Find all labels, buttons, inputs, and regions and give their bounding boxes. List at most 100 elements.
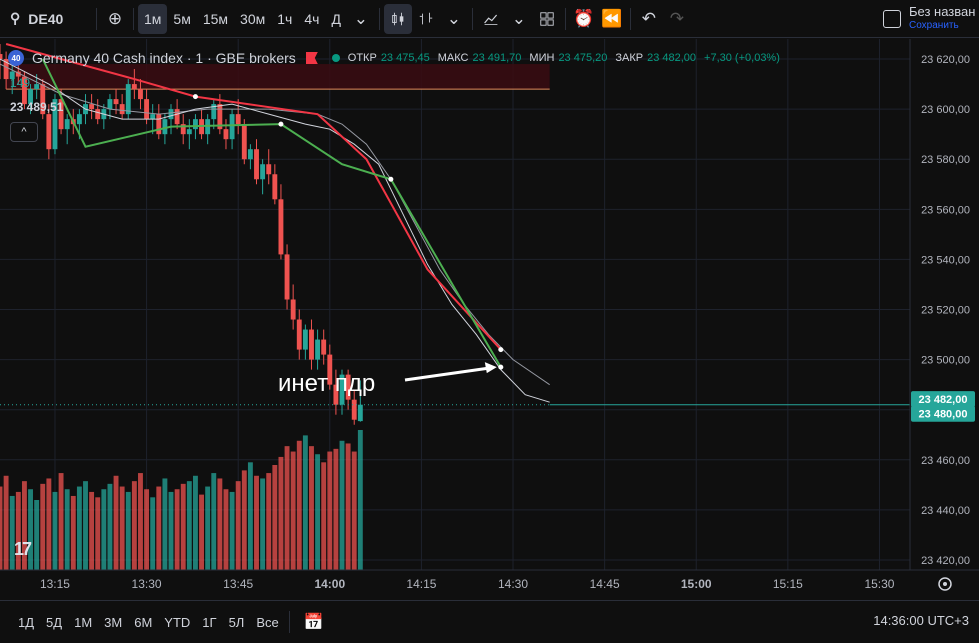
divider <box>564 7 566 30</box>
layout-name[interactable]: Без назван Сохранить <box>909 5 979 33</box>
candle-body <box>125 84 131 115</box>
swing-point <box>498 347 504 353</box>
redo-button[interactable]: ↷ <box>663 4 691 34</box>
toolbar-right: Без назван Сохранить <box>883 0 979 38</box>
add-symbol-button[interactable]: ⊕ <box>101 4 129 34</box>
interval-dropdown-button[interactable]: ⌄ <box>347 4 375 34</box>
change-value: +7,30 (+0,03%) <box>704 52 780 64</box>
range-5d[interactable]: 5Д <box>46 614 63 630</box>
low-value: 23 475,20 <box>558 52 608 64</box>
candle-body <box>76 114 82 125</box>
candle-body <box>144 99 150 120</box>
sma-slow-line <box>0 63 550 386</box>
volume-bar <box>70 495 76 570</box>
replay-button[interactable]: ⏪ <box>598 4 626 34</box>
candle-body <box>278 199 284 255</box>
chart-annotation-text[interactable]: инет пдр <box>278 370 376 397</box>
volume-bar <box>58 473 64 570</box>
volume-bar <box>174 489 180 570</box>
swing-point <box>388 176 394 182</box>
alarm-clock-icon: ⏰ <box>573 8 595 28</box>
volume-bar <box>131 481 137 570</box>
undo-button[interactable]: ↶ <box>635 4 663 34</box>
resistance-zone <box>6 64 550 90</box>
candle-body <box>229 114 235 140</box>
candle-body <box>40 84 46 115</box>
candle-body <box>119 104 125 115</box>
range-ytd[interactable]: YTD <box>164 614 191 630</box>
interval-5m[interactable]: 5м <box>173 10 191 27</box>
last-price-tag-bg <box>911 391 975 408</box>
divider <box>96 7 97 30</box>
range-all[interactable]: Все <box>256 614 279 630</box>
redo-icon: ↷ <box>669 8 685 28</box>
volume-bar <box>34 500 40 570</box>
interval-4h[interactable]: 4ч <box>304 10 320 27</box>
candle-body <box>3 59 9 80</box>
alert-button[interactable]: ⏰ <box>570 4 598 34</box>
volume-bar <box>83 481 88 570</box>
candle-body <box>284 254 290 300</box>
range-1m[interactable]: 1М <box>74 614 93 630</box>
time-tick-label: 15:30 <box>864 577 894 591</box>
range-6m[interactable]: 6М <box>134 614 153 630</box>
candles-chart-type-button[interactable] <box>383 3 412 34</box>
volume-bar <box>95 497 101 570</box>
indicators-dropdown-button[interactable]: ⌄ <box>505 4 533 34</box>
volume-bar <box>339 440 345 570</box>
volume-bar <box>278 456 284 570</box>
indicators-icon <box>484 14 498 25</box>
volume-bar <box>223 489 229 570</box>
volume-bar <box>333 448 339 570</box>
volume-bar <box>296 440 302 570</box>
interval-1d[interactable]: Д <box>331 10 341 27</box>
top-toolbar: ⚲ DE40 ⊕ 1м 5м 15м 30м 1ч 4ч Д ⌄ ⌄ ⌄ <box>0 0 979 38</box>
date-range-button[interactable]: 📅 <box>294 612 334 632</box>
interval-15m[interactable]: 15м <box>202 10 229 27</box>
collapse-legend-button[interactable]: ^ <box>10 122 38 142</box>
range-3m[interactable]: 3М <box>104 614 123 630</box>
settings-icon[interactable] <box>938 577 952 591</box>
volume-bar <box>205 486 211 570</box>
price-chart[interactable]: 23 620,00 23 600,00 23 580,00 23 560,00 23 5… <box>0 0 979 600</box>
trend-drawings[interactable] <box>5 43 504 370</box>
volume-bar <box>260 478 266 570</box>
candle-body <box>266 164 272 175</box>
clock-timezone[interactable]: 14:36:00 UTC+3 <box>873 613 969 628</box>
symbol-title[interactable]: Germany 40 Cash index · 1 · GBE brokers <box>32 50 296 66</box>
range-5y[interactable]: 5Л <box>228 614 245 630</box>
price-tick-label: 23 420,00 <box>921 555 970 567</box>
interval-1m[interactable]: 1м <box>138 3 168 34</box>
candle-body <box>113 99 119 105</box>
flag-icon[interactable] <box>305 52 318 64</box>
price-tick-label: 23 600,00 <box>921 104 970 116</box>
candle-body <box>186 129 192 135</box>
chart-type-dropdown-button[interactable]: ⌄ <box>440 4 468 34</box>
price-tick-label: 23 620,00 <box>921 54 970 66</box>
range-1d[interactable]: 1Д <box>18 614 35 630</box>
divider <box>288 611 290 633</box>
indicators-button[interactable] <box>477 4 505 34</box>
layout-checkbox[interactable] <box>883 10 901 28</box>
swing-point <box>192 94 198 100</box>
range-1y[interactable]: 1Г <box>202 614 217 630</box>
divider <box>471 7 473 30</box>
volume-bar <box>266 473 272 570</box>
close-label: ЗАКР <box>615 52 644 64</box>
interval-1h[interactable]: 1ч <box>277 10 293 27</box>
plus-circle-icon: ⊕ <box>107 8 123 28</box>
candle-body <box>290 299 296 320</box>
volume-bar <box>3 475 9 570</box>
time-axis[interactable]: 13:15 13:30 13:45 14:00 14:15 14:30 14:45 15:00… <box>40 577 895 591</box>
candle-body <box>52 99 58 150</box>
chart-legend: 40 Germany 40 Cash index · 1 · GBE broke… <box>8 50 780 66</box>
interval-30m[interactable]: 30м <box>240 10 266 27</box>
layouts-button[interactable] <box>533 4 561 34</box>
price-axis[interactable]: 23 620,00 23 600,00 23 580,00 23 560,00 23 5… <box>921 54 970 567</box>
price-tick-label: 23 540,00 <box>921 254 970 266</box>
tradingview-logo[interactable]: 17 <box>14 539 32 559</box>
bars-chart-type-button[interactable] <box>412 4 440 34</box>
volume-bar <box>229 491 235 570</box>
symbol-search[interactable]: ⚲ DE40 <box>0 4 92 34</box>
price-tick-label: 23 460,00 <box>921 455 970 467</box>
